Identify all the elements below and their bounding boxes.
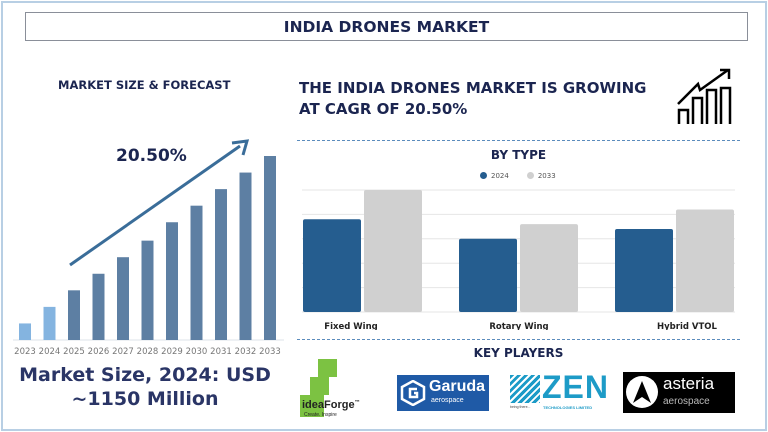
x-tick-label: 2029 — [161, 347, 183, 357]
market-size-heading: MARKET SIZE & FORECAST — [58, 78, 231, 92]
bar-hybrid-vtol-2024 — [615, 229, 673, 312]
bar-rotary-wing-2024 — [459, 238, 517, 312]
asteria-sub: aerospace — [663, 396, 710, 407]
bar-2025 — [68, 290, 80, 340]
ideaforge-tagline: Create. Inspire — [304, 412, 337, 418]
garuda-emblem-icon — [400, 380, 426, 406]
bar-hybrid-vtol-2033 — [676, 209, 734, 312]
x-tick-label: 2024 — [39, 347, 61, 357]
market-size-line1: Market Size, 2024: USD — [19, 364, 271, 386]
trademark: ™ — [354, 399, 360, 406]
bar-2029 — [166, 222, 178, 340]
legend-swatch-2033 — [526, 172, 534, 179]
x-tick-label: 2030 — [186, 347, 208, 357]
ideaforge-name: ideaForge — [302, 399, 355, 411]
divider — [297, 140, 740, 141]
by-type-chart: Fixed Wing Rotary Wing Hybrid VTOL — [302, 189, 735, 330]
growth-arrow — [69, 144, 241, 267]
bar-2026 — [92, 273, 105, 340]
zen-logo: ZEN being there... TECHNOLOGIES LIMITED — [508, 369, 613, 413]
garuda-sub: aerospace — [431, 397, 464, 404]
chart-legend: 2024 2033 — [480, 172, 556, 180]
legend-swatch-2024 — [480, 172, 487, 179]
asteria-name: asteria — [663, 374, 715, 393]
x-tick-label: 2025 — [63, 347, 85, 357]
asteria-logo: asteria aerospace — [623, 372, 735, 413]
garuda-name: Garuda — [429, 378, 486, 395]
bar-2028 — [141, 240, 154, 340]
zen-name: ZEN — [542, 369, 609, 405]
growth-headline-line2: AT CAGR OF 20.50% — [299, 100, 468, 118]
growth-chart-icon — [677, 68, 732, 124]
bar-2027 — [117, 257, 129, 340]
legend-label: 2024 — [491, 172, 509, 180]
asteria-emblem-icon — [626, 376, 658, 408]
x-tick-label: 2027 — [112, 347, 134, 357]
legend-item-2033: 2033 — [526, 172, 556, 180]
x-tick-label: 2033 — [259, 347, 281, 357]
zen-tagline: being there... — [510, 405, 531, 409]
garuda-logo: Garuda aerospace — [397, 375, 489, 411]
divider — [297, 339, 740, 340]
bar-2024 — [43, 306, 56, 340]
key-players-heading: KEY PLAYERS — [473, 346, 564, 360]
category-label: Fixed Wing — [324, 322, 377, 330]
bar-2031 — [215, 189, 227, 340]
bar-2023 — [19, 323, 31, 340]
market-size-line2: ~1150 Million — [71, 388, 219, 410]
x-tick-label: 2023 — [14, 347, 36, 357]
by-type-heading: BY TYPE — [490, 148, 547, 162]
cagr-annotation: 20.50% — [116, 146, 187, 166]
growth-headline: THE INDIA DRONES MARKET IS GROWING AT CA… — [299, 78, 646, 120]
bar-fixed-wing-2024 — [303, 219, 361, 312]
zen-stripes-icon — [510, 375, 540, 403]
x-tick-label: 2031 — [210, 347, 232, 357]
bar-fixed-wing-2033 — [364, 190, 422, 312]
x-tick-label: 2028 — [137, 347, 159, 357]
bar-2030 — [190, 205, 203, 340]
x-tick-label: 2032 — [235, 347, 257, 357]
bar-2032 — [239, 172, 252, 340]
category-label: Rotary Wing — [489, 322, 548, 330]
legend-item-2024: 2024 — [480, 172, 509, 180]
x-tick-label: 2026 — [88, 347, 110, 357]
legend-label: 2033 — [537, 172, 556, 180]
ideaforge-logo: ideaForge™ Create. Inspire — [300, 359, 395, 419]
market-forecast-chart: 2023 2024 2025 2026 2027 2028 2029 2030 2031 2032… — [13, 139, 284, 357]
category-label: Hybrid VTOL — [657, 322, 717, 330]
zen-sub: TECHNOLOGIES LIMITED — [543, 405, 593, 410]
bar-2033 — [264, 156, 276, 340]
growth-arrowhead — [231, 139, 250, 156]
bar-rotary-wing-2033 — [520, 224, 578, 312]
page-title: INDIA DRONES MARKET — [25, 12, 748, 41]
growth-headline-line1: THE INDIA DRONES MARKET IS GROWING — [299, 79, 647, 97]
